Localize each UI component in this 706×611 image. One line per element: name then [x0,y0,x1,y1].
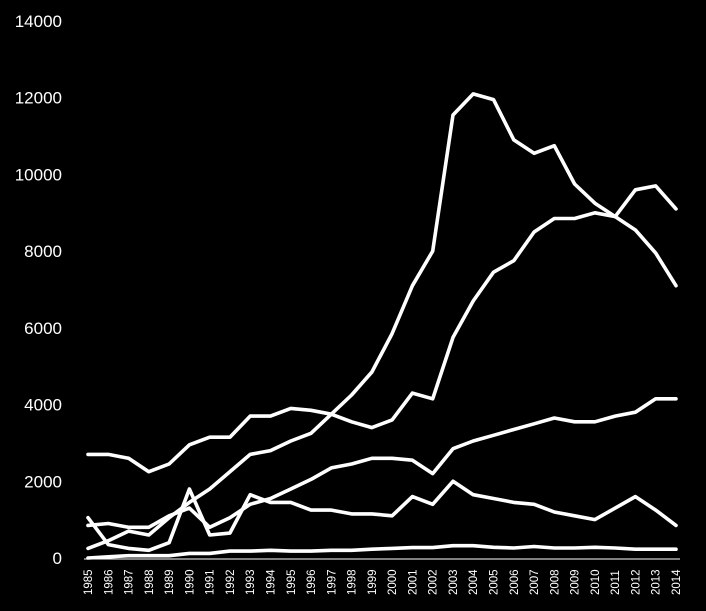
y-tick-label: 10000 [15,165,62,184]
x-tick-label: 2004 [468,569,480,595]
x-tick-label: 2010 [590,569,602,595]
x-tick-label: 2011 [610,570,622,595]
series-line-1 [86,92,678,551]
x-tick-label: 2006 [509,569,521,595]
x-tick-label: 2001 [407,569,419,595]
y-tick-label: 8000 [24,242,62,261]
y-tick-label: 12000 [15,89,62,108]
x-axis-ticks: 1985 1986 1987 1988 1989 1990 1991 1992 1993 1994… [83,569,683,595]
x-tick-label: 1987 [124,569,136,595]
y-tick-label: 14000 [15,12,62,31]
y-tick-label: 6000 [24,319,62,338]
y-tick-label: 4000 [24,396,62,415]
x-tick-label: 1986 [103,569,115,595]
y-tick-label: 0 [53,549,62,568]
x-tick-label: 2003 [448,569,460,595]
y-tick-label: 2000 [24,472,62,491]
x-tick-label: 1993 [245,569,257,595]
x-tick-label: 2012 [630,569,642,595]
x-tick-label: 1989 [164,569,176,595]
x-tick-label: 2002 [428,569,440,595]
x-tick-label: 1985 [83,569,95,595]
x-tick-label: 1990 [184,569,196,595]
x-tick-label: 1992 [225,569,237,595]
x-tick-label: 2008 [549,569,561,595]
x-tick-label: 2009 [570,569,582,595]
series-line-3 [86,184,678,474]
x-tick-label: 1991 [205,569,217,595]
x-tick-label: 1996 [306,569,318,595]
x-tick-label: 1999 [367,569,379,595]
series-line-5 [86,543,678,560]
x-tick-label: 2000 [387,569,399,595]
series-line-2 [86,396,678,530]
x-tick-label: 1994 [265,569,277,595]
x-tick-label: 1998 [347,569,359,595]
x-tick-label: 1988 [144,569,156,595]
x-tick-label: 1997 [326,569,338,595]
series-line-4 [86,479,678,553]
y-axis-ticks: 0 2000 4000 6000 8000 10000 12000 14000 [15,12,62,568]
series-lines [86,92,678,560]
x-tick-label: 2013 [651,569,663,595]
x-tick-label: 1995 [286,569,298,595]
x-tick-label: 2005 [489,569,501,595]
x-tick-label: 2014 [671,569,683,595]
x-tick-label: 2007 [529,569,541,595]
